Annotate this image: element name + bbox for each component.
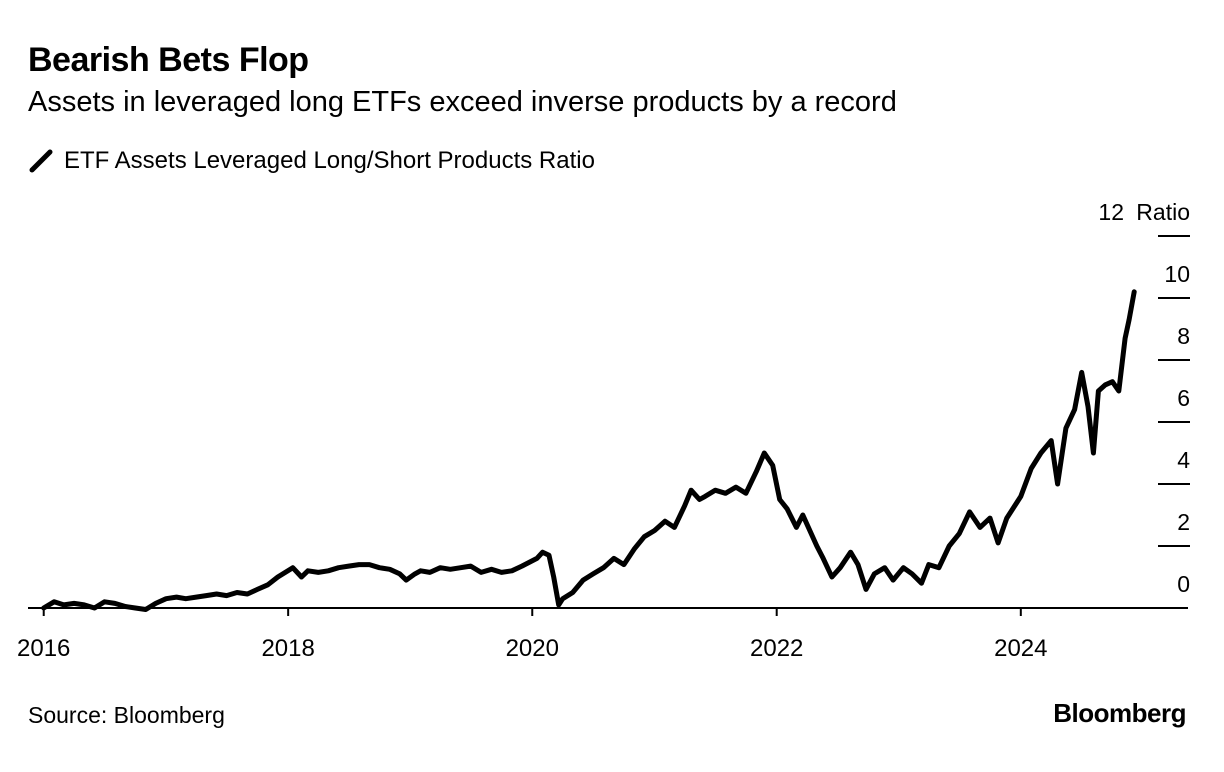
y-tick-label-10: 10 <box>1164 261 1190 287</box>
legend-swatch-icon <box>29 149 53 173</box>
legend: ETF Assets Leveraged Long/Short Products… <box>28 144 595 178</box>
y-axis-label: Ratio <box>1136 199 1190 225</box>
x-tick-label-2018: 2018 <box>261 635 314 662</box>
series-line-0 <box>41 289 1137 612</box>
x-tick-label-2024: 2024 <box>994 635 1047 662</box>
bloomberg-logo: Bloomberg <box>1053 698 1186 728</box>
y-tick-label-6: 6 <box>1177 385 1190 411</box>
y-tick-label-8: 8 <box>1177 323 1190 349</box>
y-tick-label-12: 12 <box>1098 199 1124 225</box>
source-note: Source: Bloomberg <box>28 702 225 728</box>
x-tick-label-2020: 2020 <box>506 635 559 662</box>
y-tick-label-2: 2 <box>1177 509 1190 535</box>
legend-label: ETF Assets Leveraged Long/Short Products… <box>64 147 595 174</box>
y-tick-label-4: 4 <box>1177 447 1190 473</box>
y-tick-label-0: 0 <box>1177 571 1190 597</box>
chart-title: Bearish Bets Flop <box>28 41 309 79</box>
x-tick-label-2016: 2016 <box>17 635 70 662</box>
x-tick-label-2022: 2022 <box>750 635 803 662</box>
chart-subtitle: Assets in leveraged long ETFs exceed inv… <box>28 86 897 118</box>
